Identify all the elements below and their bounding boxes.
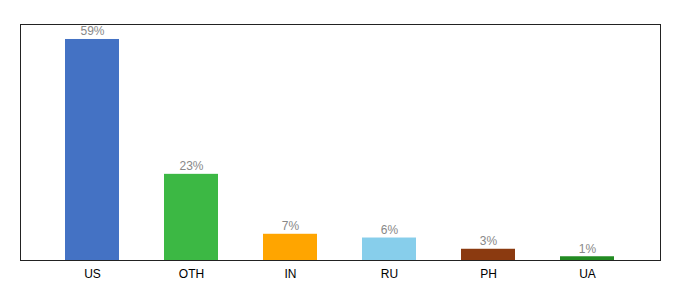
svg-text:RU: RU xyxy=(381,267,398,281)
svg-text:PH: PH xyxy=(480,267,497,281)
svg-text:59%: 59% xyxy=(80,24,104,38)
svg-text:IN: IN xyxy=(285,267,297,281)
svg-text:3%: 3% xyxy=(480,234,498,248)
svg-text:7%: 7% xyxy=(282,219,300,233)
svg-text:UA: UA xyxy=(579,267,596,281)
svg-text:23%: 23% xyxy=(179,159,203,173)
svg-text:6%: 6% xyxy=(381,223,399,237)
svg-text:1%: 1% xyxy=(579,242,597,256)
svg-text:OTH: OTH xyxy=(179,267,204,281)
svg-text:US: US xyxy=(84,267,101,281)
